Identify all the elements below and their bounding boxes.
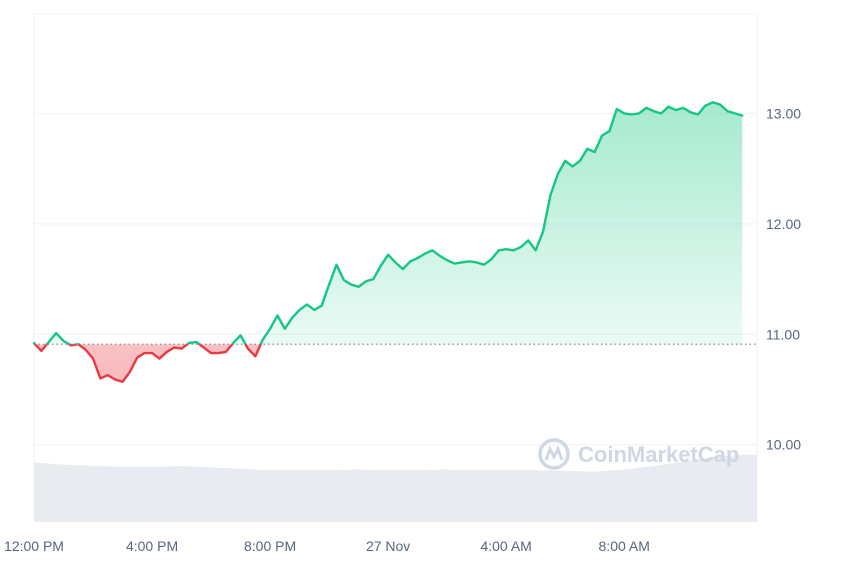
x-tick-label: 4:00 AM	[480, 538, 531, 554]
y-tick-label: 12.00	[766, 216, 801, 232]
coinmarketcap-logo-icon	[538, 438, 570, 470]
y-tick-label: 11.00	[766, 326, 800, 342]
x-tick-label: 12:00 PM	[4, 538, 64, 554]
y-tick-label: 10.00	[766, 437, 801, 453]
fill-above-baseline	[34, 102, 743, 345]
y-axis-ticks: 10.00 11.00 12.00 13.00	[766, 105, 801, 452]
x-tick-label: 27 Nov	[366, 538, 410, 554]
fill-below-baseline	[35, 344, 261, 382]
x-tick-label: 8:00 PM	[244, 538, 296, 554]
y-tick-label: 13.00	[766, 105, 801, 121]
x-axis-ticks: 12:00 PM 4:00 PM 8:00 PM 27 Nov 4:00 AM 8:00 …	[4, 538, 650, 554]
watermark-text: CoinMarketCap	[578, 442, 739, 467]
price-fill	[34, 102, 743, 382]
price-line-above	[32, 101, 744, 345]
price-line-below	[33, 344, 263, 383]
volume-area-shape	[34, 454, 757, 522]
volume-area	[34, 454, 757, 522]
x-tick-label: 4:00 PM	[126, 538, 178, 554]
x-tick-label: 8:00 AM	[599, 538, 650, 554]
price-line	[32, 101, 744, 383]
coinmarketcap-watermark: CoinMarketCap	[538, 438, 739, 470]
